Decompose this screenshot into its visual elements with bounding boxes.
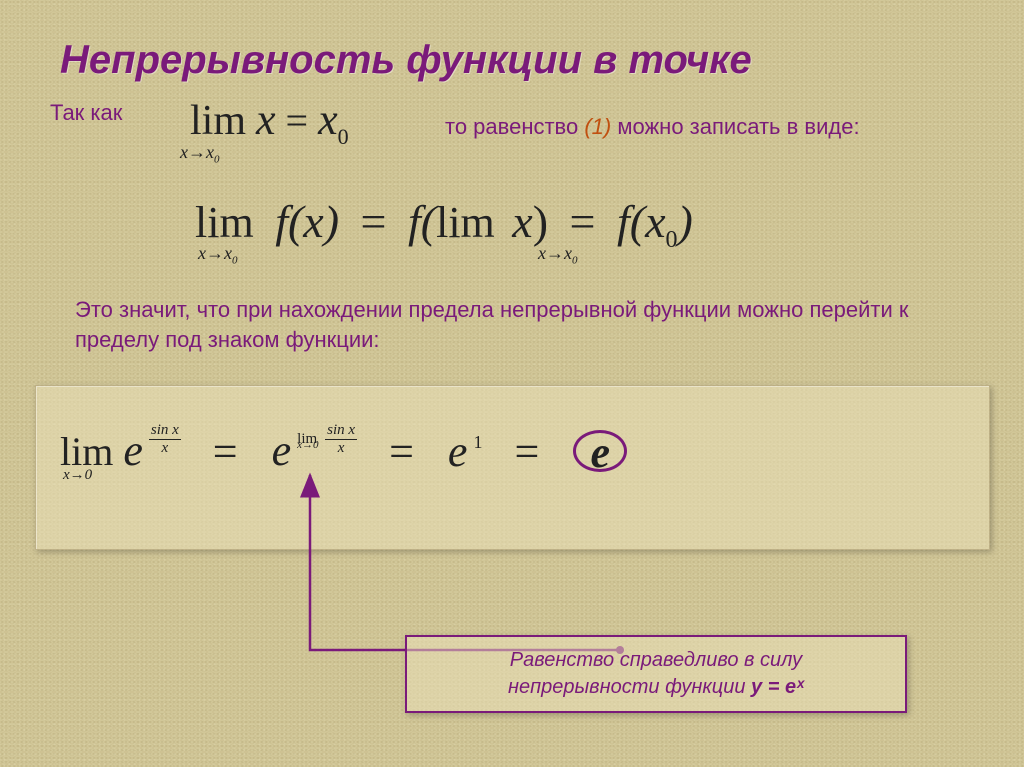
lim1: lim <box>195 198 254 247</box>
exponent-frac-1: sin x x <box>149 423 181 456</box>
lim-subscript: x→x0 <box>180 142 224 162</box>
lim2-sub: x→x0 <box>538 243 577 267</box>
explanation-paragraph: Это значит, что при нахождении предела н… <box>75 295 955 354</box>
slide-title: Непрерывность функции в точке <box>60 38 752 83</box>
result-e: e <box>591 428 611 477</box>
post-equation-text: то равенство (1) можно записать в виде: <box>445 114 860 140</box>
inner-x: x <box>512 196 532 247</box>
eq-sign-2: = <box>570 196 596 247</box>
var-x: x <box>256 95 276 144</box>
ref-number: (1) <box>584 114 611 139</box>
equals: = <box>286 98 309 143</box>
fx0: f(x <box>617 196 666 247</box>
lim2: lim <box>436 198 495 247</box>
result-circle: e <box>573 430 627 472</box>
term-e1: e 1 <box>448 426 481 477</box>
callout-text: Равенство справедливо в силу непрерывнос… <box>508 647 804 701</box>
intro-text: Так как <box>50 100 122 126</box>
close-paren1: ) <box>533 196 548 247</box>
subscript-0: 0 <box>338 124 349 149</box>
close-paren2: ) <box>678 196 693 247</box>
lim-symbol: lim <box>190 98 246 144</box>
sub-0: 0 <box>666 227 678 253</box>
function-name: y = eˣ <box>751 676 804 698</box>
exponent-lim: lim x→0 sin x x <box>297 423 357 456</box>
equation-3: lim x→0 e sin x x = e lim x→0 sin x x = … <box>60 425 627 478</box>
callout-box: Равенство справедливо в силу непрерывнос… <box>405 635 907 713</box>
term-lim-e: lim x→0 e sin x x <box>60 425 179 478</box>
equation-2: lim x→x0 f(x) = f(lim x→x0 x) = f(x0) <box>195 195 693 248</box>
fx: f(x) <box>275 196 339 247</box>
var-x0: x <box>318 95 338 144</box>
lim1-sub: x→x0 <box>198 243 237 267</box>
eq-sign-b: = <box>389 426 414 477</box>
equation-1: lim x→x0 x = x0 <box>190 94 349 145</box>
eq-sign-1: = <box>361 196 387 247</box>
eq-sign-a: = <box>213 426 238 477</box>
f-open: f( <box>408 196 436 247</box>
term-e-lim: e lim x→0 sin x x <box>272 425 355 478</box>
eq-sign-c: = <box>514 426 539 477</box>
